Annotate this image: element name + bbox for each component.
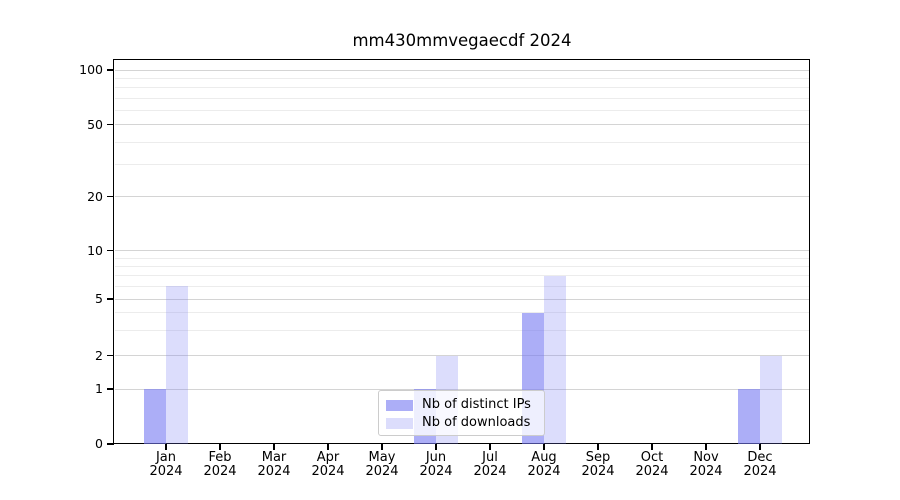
x-tick-mark: [651, 444, 653, 450]
y-tick-mark: [107, 443, 114, 445]
x-tick-label: Jul 2024: [473, 450, 507, 479]
plot-area: [113, 59, 810, 444]
minor-gridline: [115, 109, 809, 111]
x-tick-label: Feb 2024: [203, 450, 237, 479]
legend-swatch-downloads: [386, 417, 413, 429]
y-tick-label: 2: [95, 347, 103, 363]
y-tick-mark: [107, 69, 114, 71]
x-tick-label: Jan 2024: [149, 450, 183, 479]
y-tick-label: 5: [95, 291, 103, 306]
minor-gridline: [115, 97, 809, 99]
minor-gridline: [115, 285, 809, 287]
minor-gridline: [115, 257, 809, 259]
legend: Nb of distinct IPs Nb of downloads: [378, 390, 545, 436]
x-tick-label: May 2024: [365, 450, 399, 479]
x-tick-mark: [435, 444, 437, 450]
x-tick-label: Aug 2024: [527, 450, 561, 479]
y-tick-mark: [107, 298, 114, 300]
minor-gridline: [115, 275, 809, 277]
major-gridline: [115, 69, 809, 71]
legend-item-downloads: Nb of downloads: [386, 414, 536, 432]
minor-gridline: [115, 330, 809, 332]
x-tick-mark: [759, 444, 761, 450]
y-tick-mark: [107, 388, 114, 390]
y-tick-mark: [107, 250, 114, 252]
x-tick-label: Dec 2024: [743, 450, 777, 479]
minor-gridline: [115, 77, 809, 79]
major-gridline: [115, 124, 809, 125]
bar-distinct-ips: [144, 389, 166, 444]
x-tick-label: Nov 2024: [689, 450, 723, 479]
x-tick-label: Oct 2024: [635, 450, 669, 479]
x-tick-mark: [543, 444, 545, 450]
x-tick-mark: [381, 444, 383, 450]
x-tick-mark: [327, 444, 329, 450]
y-tick-label: 0: [95, 436, 103, 451]
y-tick-mark: [107, 355, 114, 357]
minor-gridline: [115, 164, 809, 166]
bar-downloads: [166, 286, 188, 444]
x-tick-label: Apr 2024: [311, 450, 345, 479]
y-tick-label: 20: [87, 188, 103, 204]
x-tick-mark: [489, 444, 491, 450]
legend-swatch-distinct-ips: [386, 399, 413, 411]
y-tick-mark: [107, 123, 114, 126]
major-gridline: [115, 298, 809, 300]
minor-gridline: [115, 141, 809, 143]
y-tick-label: 10: [87, 242, 103, 258]
bar-distinct-ips: [738, 389, 760, 444]
major-gridline: [115, 196, 809, 197]
y-tick-mark: [107, 195, 114, 198]
major-gridline: [115, 355, 809, 357]
y-tick-label: 100: [79, 62, 103, 77]
x-tick-label: Mar 2024: [257, 450, 291, 479]
x-tick-mark: [273, 444, 275, 450]
chart-title: mm430mmvegaecdf 2024: [352, 31, 572, 50]
y-tick-label: 1: [95, 381, 103, 396]
minor-gridline: [115, 312, 809, 314]
major-gridline: [115, 388, 809, 390]
x-tick-label: Jun 2024: [419, 450, 453, 479]
bar-downloads: [760, 355, 782, 444]
x-tick-mark: [165, 444, 167, 450]
legend-label-distinct-ips: Nb of distinct IPs: [422, 397, 531, 412]
legend-item-distinct-ips: Nb of distinct IPs: [386, 396, 536, 414]
y-tick-label: 50: [87, 116, 103, 132]
major-gridline: [115, 250, 809, 252]
x-tick-label: Sep 2024: [581, 450, 615, 479]
x-tick-mark: [597, 444, 599, 450]
minor-gridline: [115, 265, 809, 267]
x-tick-mark: [705, 444, 707, 450]
legend-label-downloads: Nb of downloads: [422, 415, 531, 430]
bar-downloads: [544, 275, 566, 444]
x-tick-mark: [219, 444, 221, 450]
minor-gridline: [115, 87, 809, 89]
